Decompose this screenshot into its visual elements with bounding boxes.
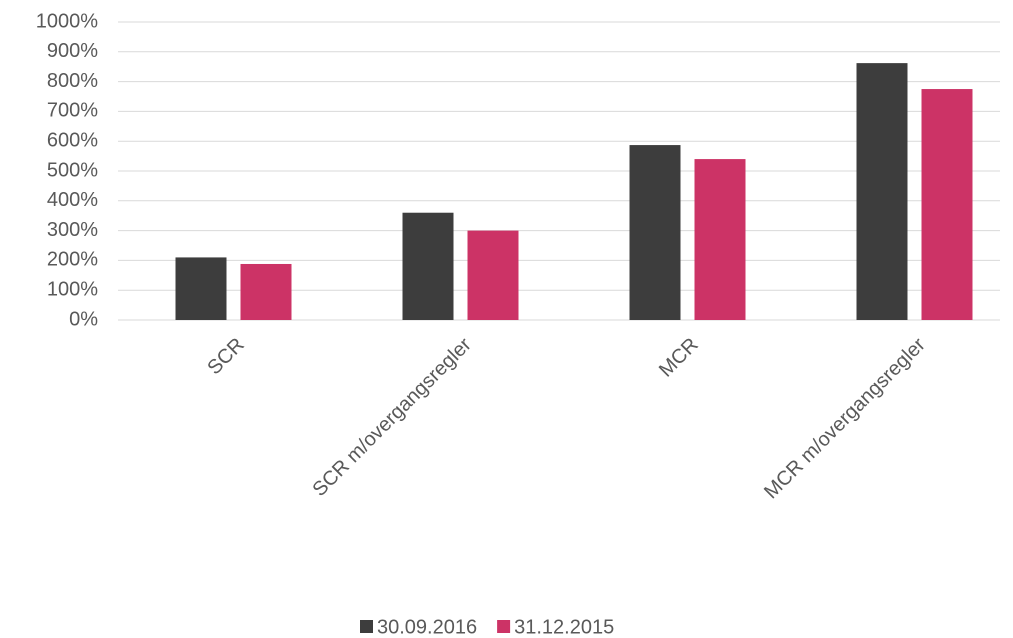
y-tick-label: 300% — [47, 219, 98, 241]
bar — [467, 230, 519, 320]
bar — [694, 159, 746, 320]
bar — [240, 263, 292, 320]
y-tick-label: 500% — [47, 159, 98, 181]
legend-swatch — [497, 620, 511, 633]
x-tick-label: SCR — [203, 334, 248, 379]
y-tick-label: 700% — [47, 100, 98, 122]
bar — [402, 212, 454, 320]
y-tick-label: 200% — [47, 249, 98, 271]
y-tick-label: 900% — [47, 40, 98, 62]
x-tick-label: MCR m/overgangsregler — [760, 333, 930, 503]
y-tick-label: 0% — [69, 308, 98, 330]
legend-swatch — [360, 620, 373, 633]
bar — [175, 257, 227, 320]
y-tick-label: 800% — [47, 70, 98, 92]
legend-label: 31.12.2015 — [514, 616, 614, 638]
x-tick-label: MCR — [655, 334, 703, 382]
y-tick-label: 400% — [47, 189, 98, 211]
bar — [921, 89, 973, 320]
y-tick-label: 1000% — [36, 10, 98, 32]
y-tick-label: 100% — [47, 278, 98, 300]
legend-label: 30.09.2016 — [377, 616, 477, 638]
bar — [629, 145, 681, 320]
y-tick-label: 600% — [47, 129, 98, 151]
bar — [856, 63, 908, 321]
x-tick-label: SCR m/overgangsregler — [309, 333, 476, 500]
